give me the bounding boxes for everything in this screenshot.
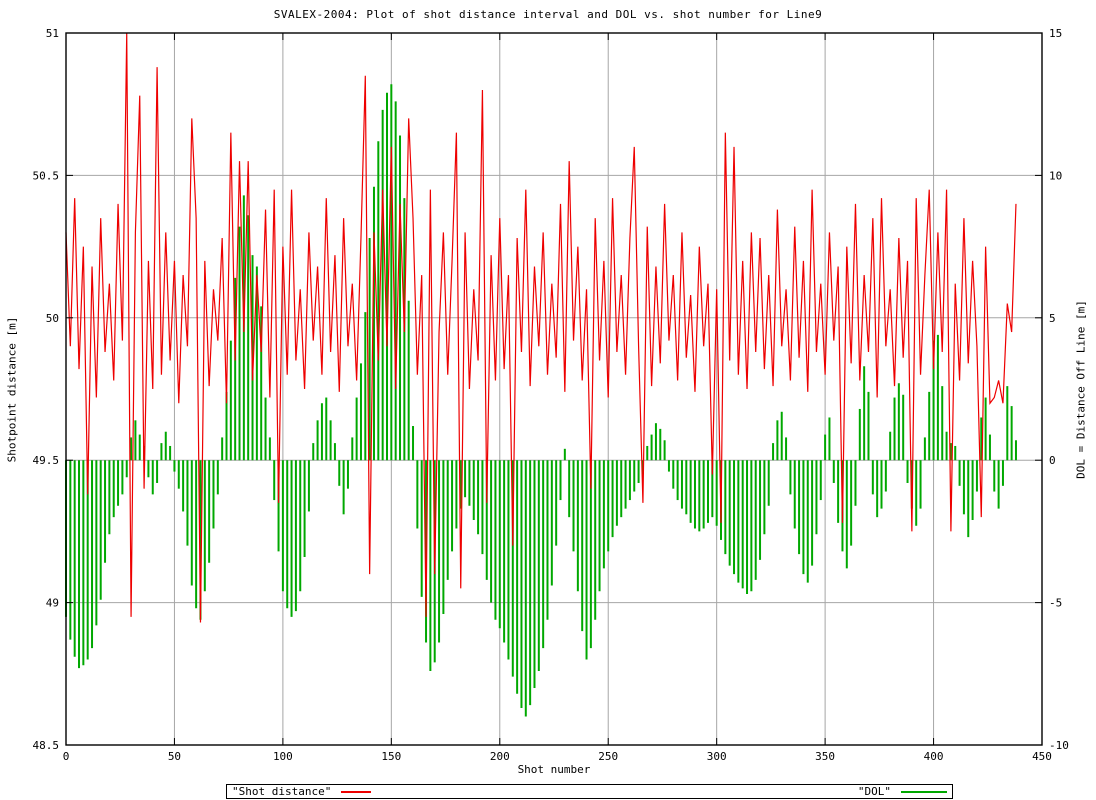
x-tick-label: 100 [273, 750, 293, 763]
green-line-sample [901, 790, 947, 793]
x-tick-label: 200 [490, 750, 510, 763]
legend: "Shot distance" "DOL" [226, 784, 953, 799]
dol-impulse-series [65, 84, 1017, 717]
y-right-tick-label: 0 [1049, 454, 1056, 467]
x-tick-label: 400 [924, 750, 944, 763]
shot-distance-line-series [65, 32, 1017, 623]
red-line-sample [341, 790, 372, 793]
y-right-tick-label: 5 [1049, 312, 1056, 325]
legend-item-shot-distance: "Shot distance" [232, 785, 372, 798]
chart-title: SVALEX-2004: Plot of shot distance inter… [273, 8, 823, 21]
x-tick-label: 350 [815, 750, 835, 763]
x-tick-label: 150 [381, 750, 401, 763]
x-tick-label: 50 [168, 750, 181, 763]
y-left-tick-label: 51 [46, 27, 59, 40]
x-tick-label: 450 [1032, 750, 1052, 763]
x-tick-label: 0 [63, 750, 70, 763]
x-axis-label: Shot number [517, 763, 591, 776]
y-left-tick-label: 49.5 [33, 454, 60, 467]
legend-item-dol: "DOL" [858, 785, 947, 798]
y-axis-label-right: DOL = Distance Off Line [m] [1074, 300, 1088, 479]
y-left-tick-label: 49 [46, 597, 59, 610]
y-left-tick-label: 50.5 [33, 169, 60, 182]
x-tick-label: 250 [598, 750, 618, 763]
legend-label-dol: "DOL" [857, 785, 891, 798]
y-left-tick-label: 50 [46, 312, 59, 325]
y-right-tick-label: -10 [1049, 739, 1069, 752]
grid-lines [65, 32, 1043, 746]
y-axis-label-left: Shotpoint distance [m] [5, 316, 19, 463]
y-left-tick-label: 48.5 [33, 739, 60, 752]
y-right-tick-label: -5 [1049, 597, 1062, 610]
x-tick-label: 300 [707, 750, 727, 763]
plot-border-and-ticks: 0 50 100 150 200 250 300 350 400 45048.54949.5505… [33, 27, 1069, 763]
y-right-tick-label: 10 [1049, 169, 1062, 182]
y-right-tick-label: 15 [1049, 27, 1062, 40]
legend-label-shot-distance: "Shot distance" [232, 785, 332, 798]
